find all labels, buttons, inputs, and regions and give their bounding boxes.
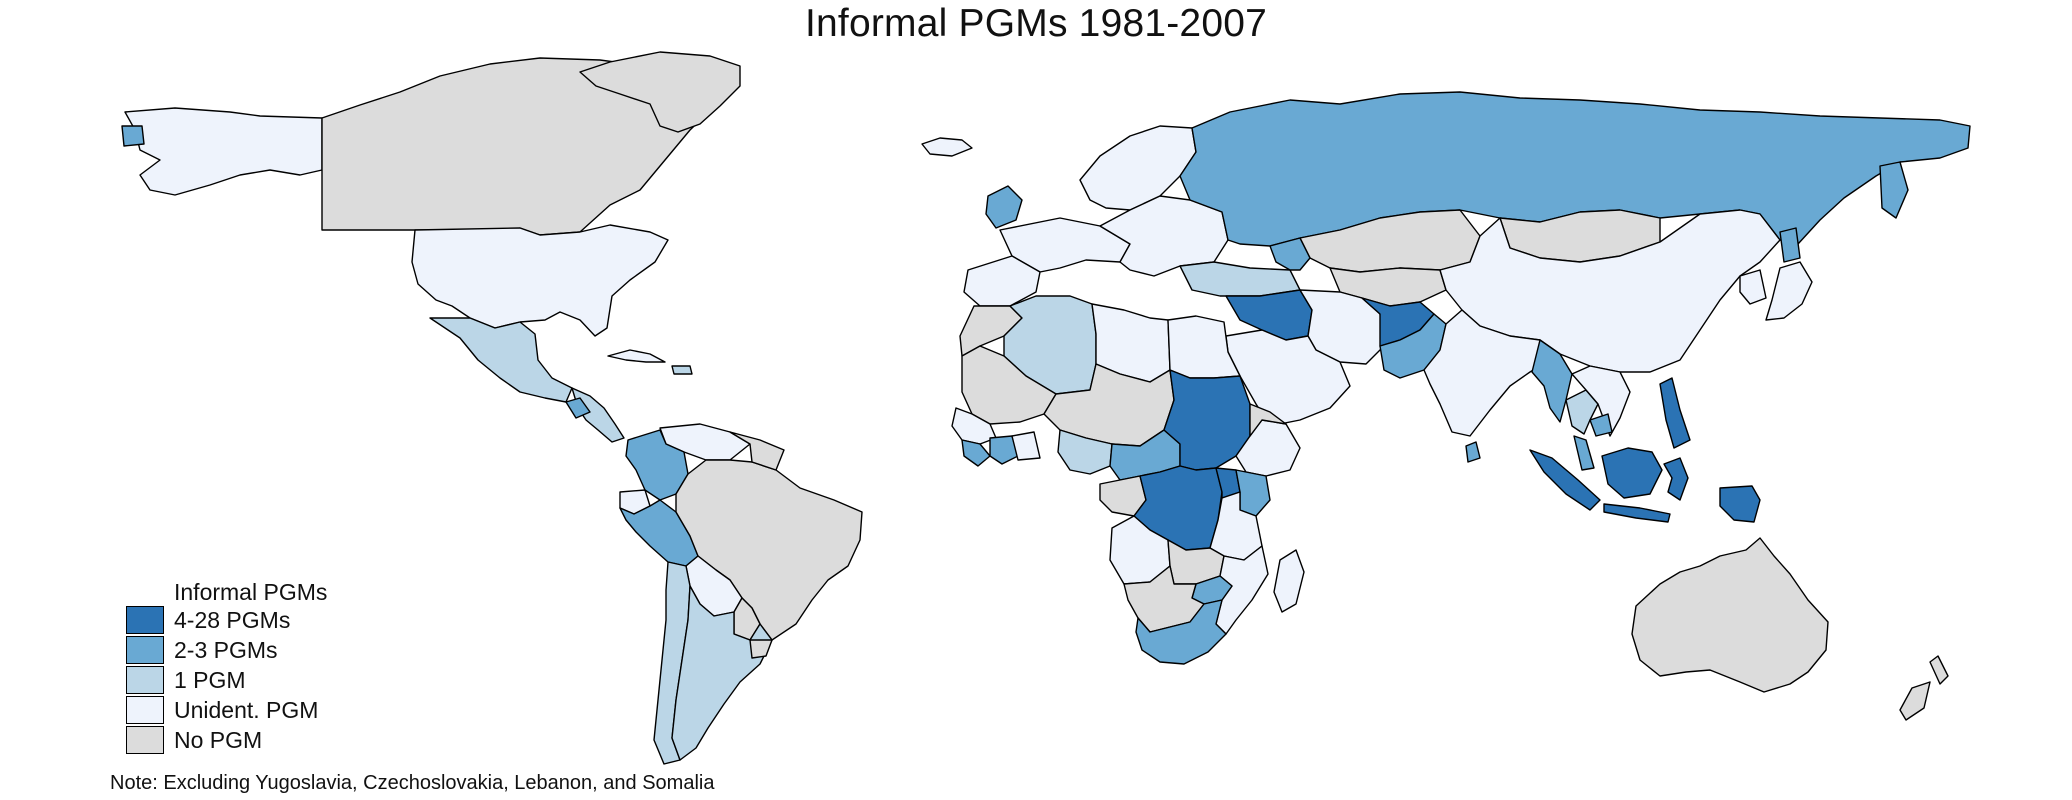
- region-japan: [1765, 261, 1813, 321]
- region-sumatra: [1529, 449, 1601, 511]
- legend-swatch: [126, 606, 164, 634]
- region-aleutian-tip: [121, 125, 145, 147]
- region-hispaniola: [671, 365, 693, 375]
- legend-swatch: [126, 666, 164, 694]
- region-ghana-togo: [1011, 431, 1041, 461]
- region-iberia: [963, 255, 1041, 307]
- region-argentina: [671, 585, 773, 761]
- legend-item-1-pgm: 1 PGM: [126, 666, 426, 696]
- legend-label: 2-3 PGMs: [174, 637, 278, 663]
- legend-label: 4-28 PGMs: [174, 607, 291, 633]
- map-title: Informal PGMs 1981-2007: [805, 2, 1267, 45]
- region-liberia-sierra-leone: [961, 439, 991, 467]
- region-korea: [1739, 269, 1767, 305]
- region-guianas: [729, 431, 785, 471]
- region-alaska: [124, 107, 323, 196]
- region-kamchatka: [1879, 161, 1909, 219]
- region-java: [1603, 503, 1671, 523]
- legend-swatch: [126, 696, 164, 724]
- region-australia: [1631, 537, 1829, 693]
- map-note: Note: Excluding Yugoslavia, Czechoslovak…: [110, 772, 715, 794]
- region-uruguay: [749, 639, 773, 659]
- region-papua: [1719, 485, 1761, 523]
- legend-item-no-pgm: No PGM: [126, 726, 426, 756]
- legend-label: No PGM: [174, 727, 263, 753]
- region-cambodia: [1589, 413, 1613, 437]
- region-senegal-guinea: [951, 407, 997, 445]
- region-madagascar: [1273, 549, 1305, 613]
- region-georgia-azerbaijan: [1269, 237, 1311, 271]
- region-philippines: [1659, 377, 1691, 449]
- region-new-zealand-north: [1929, 655, 1949, 685]
- legend-label: 1 PGM: [174, 667, 246, 693]
- region-united-kingdom: [985, 185, 1023, 229]
- region-united-states: [411, 224, 669, 337]
- region-malay-peninsula: [1573, 435, 1595, 471]
- region-sri-lanka: [1465, 441, 1481, 463]
- region-scandinavia: [1079, 125, 1197, 211]
- region-kenya: [1235, 469, 1271, 517]
- legend-item-unidentified-pgm: Unident. PGM: [126, 696, 426, 726]
- region-iran: [1299, 289, 1385, 365]
- legend-swatch: [126, 726, 164, 754]
- region-sakhalin: [1779, 227, 1801, 263]
- region-cuba: [607, 349, 666, 363]
- region-nigeria: [1057, 429, 1113, 475]
- region-borneo: [1601, 447, 1663, 499]
- legend-title: Informal PGMs: [174, 579, 328, 605]
- country-layer: [121, 51, 1971, 765]
- region-south-africa: [1135, 599, 1227, 665]
- legend-swatch: [126, 636, 164, 664]
- region-greenland: [579, 51, 741, 133]
- region-guatemala: [565, 397, 591, 419]
- region-mexico: [429, 317, 573, 403]
- region-arabia: [1225, 329, 1351, 427]
- region-myanmar: [1531, 339, 1573, 423]
- region-turkey: [1179, 261, 1301, 297]
- legend-item-2-3-pgms: 2-3 PGMs: [126, 636, 426, 666]
- region-new-zealand-south: [1899, 681, 1931, 721]
- region-eritrea-djibouti: [1249, 403, 1287, 437]
- legend-label: Unident. PGM: [174, 697, 319, 723]
- legend-item-4-28-pgms: 4-28 PGMs: [126, 606, 426, 636]
- region-cote-divoire: [989, 435, 1019, 465]
- region-iceland: [921, 137, 973, 157]
- region-indochina: [1571, 365, 1631, 437]
- region-sulawesi: [1663, 457, 1689, 501]
